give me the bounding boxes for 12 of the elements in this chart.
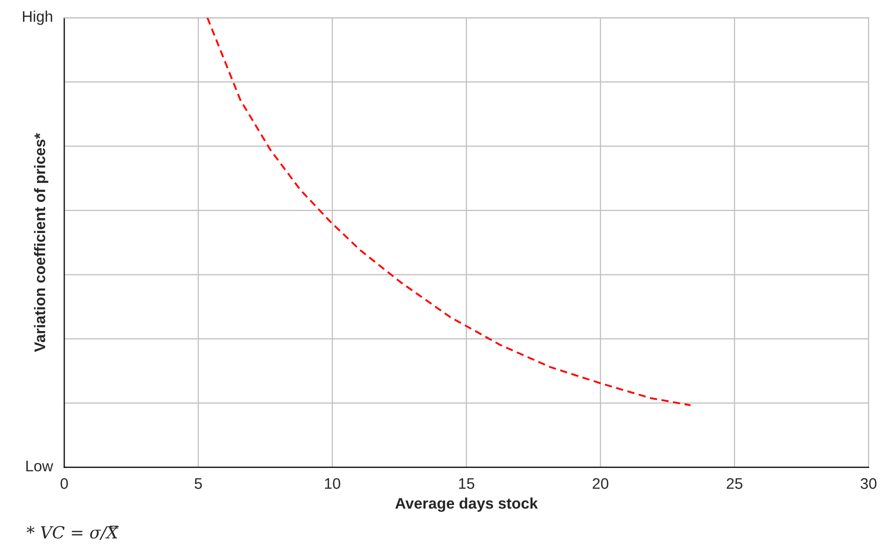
x-tick-label: 5 <box>194 478 202 489</box>
x-tick-label: 15 <box>459 478 474 489</box>
x-tick-label: 20 <box>592 478 608 489</box>
text: Low <box>26 460 54 472</box>
x-tick-label: 0 <box>60 478 68 489</box>
x-tick-label: 30 <box>860 478 876 489</box>
text: High <box>22 10 52 25</box>
y-axis-title: Variation coefficient of prices* <box>34 133 48 352</box>
x-axis-title: Average days stock <box>395 498 538 512</box>
x-tick-label: 10 <box>325 478 340 489</box>
text: * VC = σ/X̿ <box>26 526 119 540</box>
x-tick-label: 25 <box>726 478 742 489</box>
